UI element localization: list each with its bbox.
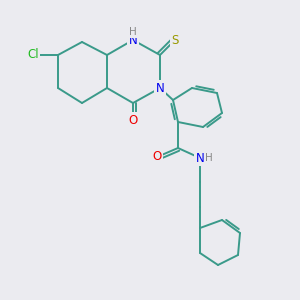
Text: H: H [205,153,213,163]
Text: S: S [171,34,179,46]
Text: H: H [129,27,137,37]
Text: N: N [196,152,204,164]
Text: O: O [128,113,138,127]
Text: N: N [156,82,164,94]
Text: Cl: Cl [27,49,39,62]
Text: O: O [152,151,162,164]
Text: N: N [129,34,137,46]
